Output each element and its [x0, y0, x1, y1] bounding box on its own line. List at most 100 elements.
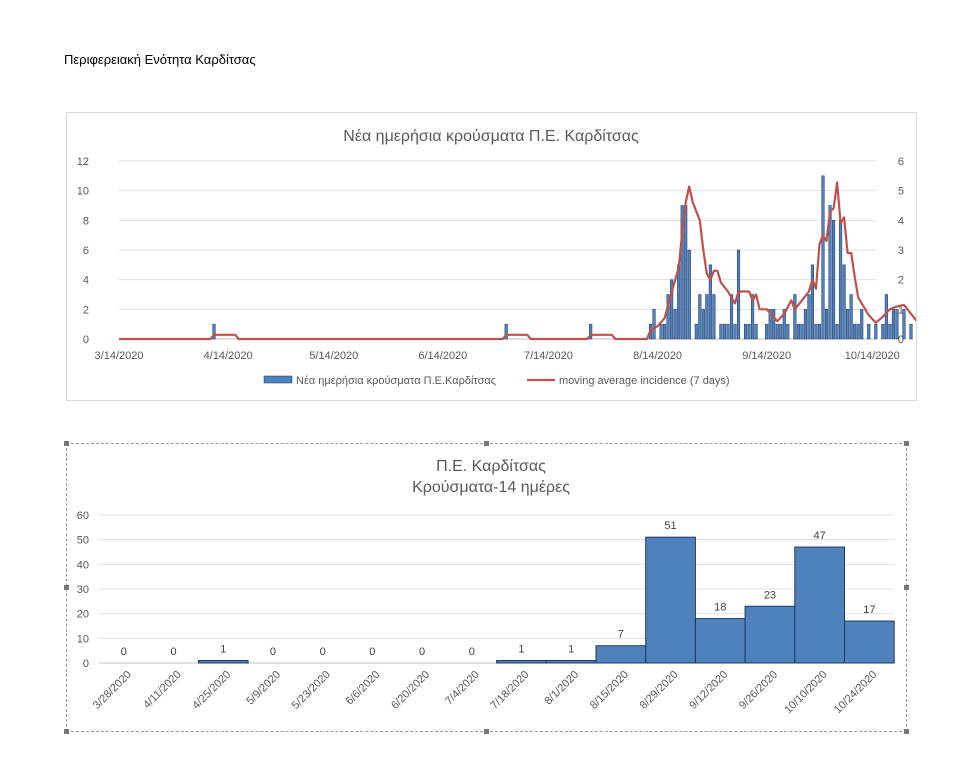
bar [666, 294, 670, 340]
resize-handle-top-left[interactable] [64, 441, 69, 446]
data-label: 23 [764, 589, 776, 601]
bar [881, 323, 885, 340]
x-tick-label: 3/28/2020 [91, 669, 134, 712]
bar [842, 264, 846, 340]
y-left-tick-label: 0 [83, 334, 89, 346]
x-tick-label: 9/26/2020 [737, 669, 780, 712]
x-tick-label: 9/12/2020 [687, 669, 730, 712]
data-label: 0 [469, 646, 475, 658]
x-tick-label: 5/9/2020 [244, 669, 283, 708]
y-right-tick-label: 0 [898, 334, 904, 346]
bar [786, 323, 790, 340]
y-tick-label: 0 [83, 658, 89, 670]
data-label: 1 [568, 644, 574, 656]
bar [821, 175, 825, 340]
bar [670, 279, 674, 340]
bar [673, 309, 677, 340]
legend-label-line: moving average incidence (7 days) [559, 375, 730, 387]
bar [909, 323, 913, 340]
bar [814, 323, 818, 340]
bar [595, 645, 647, 664]
x-tick-label: 9/14/2020 [742, 350, 791, 362]
chart-title-line: Κρούσματα-14 ημέρες [412, 479, 570, 496]
data-label: 1 [220, 644, 226, 656]
bar [659, 323, 663, 340]
bar [197, 660, 249, 664]
y-right-tick-label: 5 [898, 186, 904, 198]
bar [844, 620, 895, 664]
bar [744, 323, 748, 340]
page-title: Περιφερειακή Ενότητα Καρδίτσας [64, 52, 256, 67]
y-tick-label: 10 [77, 633, 89, 645]
bar [772, 309, 776, 340]
bar [853, 323, 857, 340]
x-tick-label: 7/14/2020 [524, 350, 573, 362]
y-right-tick-label: 4 [898, 215, 904, 227]
bar [712, 294, 716, 340]
bar [663, 323, 667, 340]
bar [779, 323, 783, 340]
bar [824, 309, 829, 340]
y-left-tick-label: 12 [77, 156, 89, 168]
bar [747, 323, 751, 340]
bar [796, 323, 800, 340]
bar [867, 323, 871, 340]
y-tick-label: 30 [77, 584, 89, 596]
y-tick-label: 60 [77, 510, 89, 522]
resize-handle-bottom-right[interactable] [904, 729, 909, 734]
data-label: 0 [270, 646, 276, 658]
bar [652, 309, 656, 340]
x-tick-label: 7/4/2020 [443, 669, 482, 708]
resize-handle-top-middle[interactable] [484, 441, 489, 446]
bar [680, 205, 684, 340]
bar [817, 323, 822, 340]
bar [545, 660, 597, 664]
bar [729, 294, 734, 340]
bar [846, 309, 850, 340]
y-left-tick-label: 6 [83, 245, 89, 257]
y-right-tick-label: 1 [898, 304, 904, 316]
bar [705, 294, 709, 340]
bar [694, 618, 746, 664]
bar [793, 294, 797, 340]
bar [496, 660, 547, 664]
data-label: 0 [419, 646, 425, 658]
bar [765, 323, 769, 340]
bar [722, 323, 726, 340]
bar [677, 264, 681, 340]
bar [768, 309, 772, 340]
bar [645, 536, 696, 664]
y-right-tick-label: 2 [898, 275, 904, 287]
resize-handle-top-right[interactable] [904, 441, 909, 446]
bar [733, 323, 737, 340]
bar [891, 309, 895, 340]
bar [694, 323, 698, 340]
bar [849, 294, 853, 340]
fourteen-day-cases-chart[interactable]: Π.Ε. Καρδίτσας Κρούσματα-14 ημέρες 0 10 20 30… [64, 441, 909, 734]
x-tick-label: 5/23/2020 [290, 669, 333, 712]
data-label: 0 [121, 646, 127, 658]
resize-handle-middle-right[interactable] [904, 585, 909, 590]
x-tick-label: 5/14/2020 [309, 350, 358, 362]
moving-average-line [119, 181, 916, 341]
data-label: 18 [714, 602, 726, 614]
bar [895, 309, 899, 340]
data-label: 0 [320, 646, 326, 658]
bar [839, 220, 843, 340]
bar [701, 309, 705, 340]
bar [726, 323, 730, 340]
x-tick-label: 10/24/2020 [832, 669, 879, 716]
resize-handle-bottom-left[interactable] [64, 729, 69, 734]
bar [751, 294, 755, 340]
x-tick-label: 4/25/2020 [190, 669, 233, 712]
y-left-tick-label: 2 [83, 304, 89, 316]
x-tick-label: 7/18/2020 [488, 669, 531, 712]
resize-handle-bottom-middle[interactable] [484, 729, 489, 734]
x-tick-label: 4/14/2020 [204, 350, 253, 362]
y-left-tick-label: 4 [83, 275, 89, 287]
bar [807, 294, 811, 340]
bar [810, 264, 814, 340]
resize-handle-middle-left[interactable] [64, 585, 69, 590]
bar [687, 249, 691, 340]
